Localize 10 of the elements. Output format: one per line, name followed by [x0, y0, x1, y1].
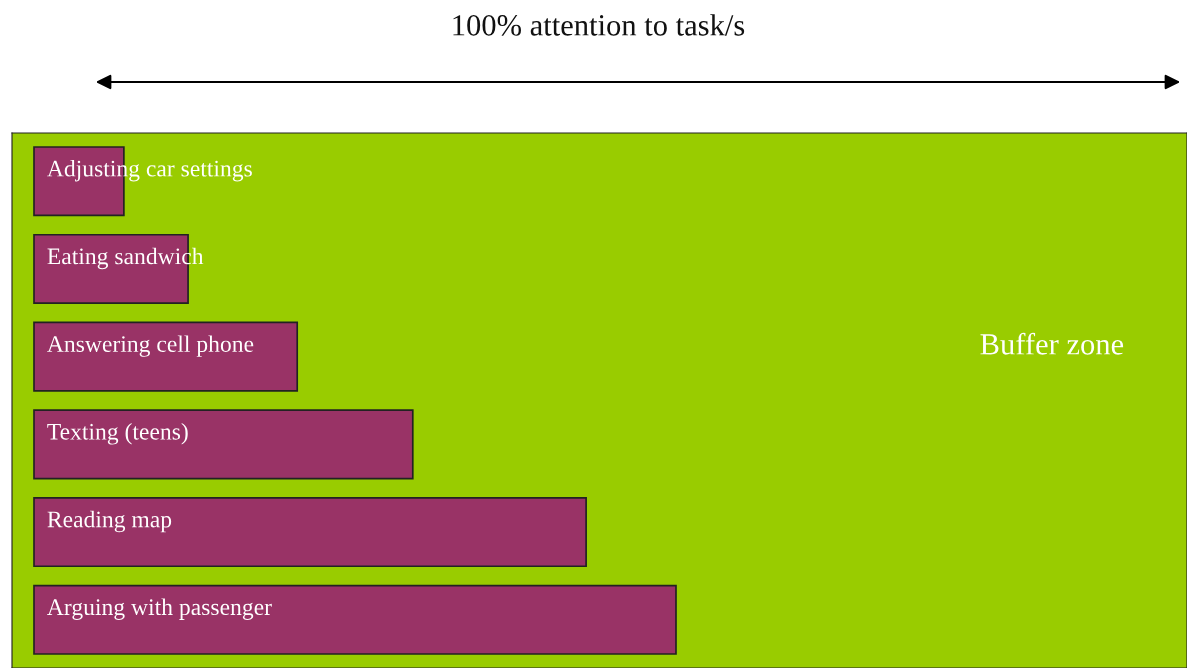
- text: Buffer zone: [980, 332, 1124, 355]
- bar: [33, 584, 677, 655]
- chart-title: 100% attention to task/s: [453, 14, 745, 36]
- y-tick-label: Answering cell phone: [47, 335, 254, 357]
- y-tick-label: Arguing with passenger: [47, 598, 272, 620]
- bar: [33, 321, 299, 392]
- bar: [33, 497, 587, 568]
- bar: [33, 409, 414, 480]
- y-tick-label: Reading map: [47, 510, 172, 533]
- y-tick-label: Texting (teens): [47, 423, 188, 445]
